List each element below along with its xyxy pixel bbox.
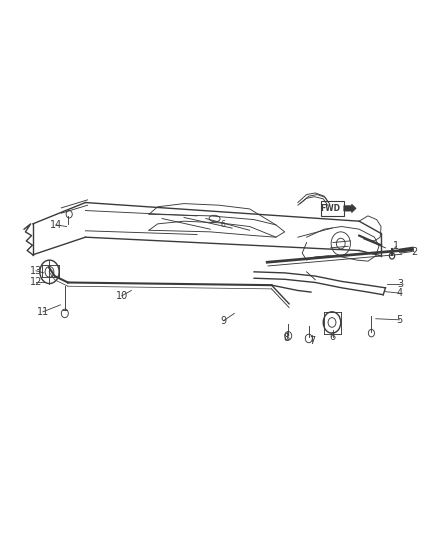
Text: 5: 5	[396, 315, 403, 325]
Text: 11: 11	[37, 307, 49, 317]
Text: 12: 12	[30, 278, 42, 287]
Text: 4: 4	[396, 288, 403, 298]
Text: 13: 13	[30, 266, 42, 276]
Text: 2: 2	[411, 247, 417, 256]
FancyArrow shape	[344, 204, 356, 213]
Text: 9: 9	[220, 316, 226, 326]
Text: FWD: FWD	[320, 204, 340, 213]
Text: 3: 3	[398, 279, 404, 288]
Text: 10: 10	[116, 291, 128, 301]
Text: 6: 6	[220, 221, 225, 229]
Text: 14: 14	[50, 220, 62, 230]
Text: 7: 7	[309, 336, 315, 346]
Text: 6: 6	[330, 332, 336, 342]
Text: 1: 1	[393, 241, 399, 251]
Text: 8: 8	[284, 334, 290, 343]
